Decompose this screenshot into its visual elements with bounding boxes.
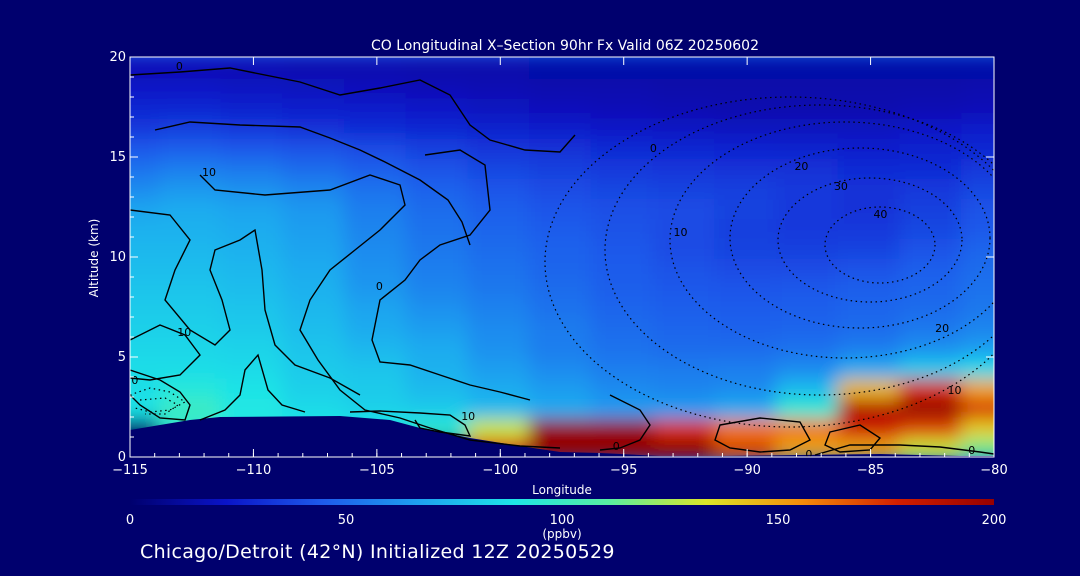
x-tick-label: −105 [359,463,395,478]
contour-label: 0 [376,280,383,293]
heatmap-cell [652,435,719,457]
contour-label: 20 [935,322,949,335]
contour-label: 0 [176,60,183,73]
y-axis-label: Altitude (km) [87,219,101,298]
x-tick-label: −115 [112,463,148,478]
y-tick-label: 0 [118,450,126,465]
contour-label: 10 [673,226,687,239]
contour-label: 40 [873,208,887,221]
x-tick-label: −100 [482,463,518,478]
colorbar-ticks: 0 50 100 150 200 [126,513,1007,528]
x-tick-label: −110 [236,463,272,478]
y-tick-label: 15 [109,150,126,165]
colorbar [130,499,994,505]
y-tick-label: 10 [109,250,126,265]
contour-label: 0 [131,374,138,387]
contour-label: 0 [968,444,975,457]
contour-label: 20 [794,160,808,173]
colorbar-tick-label: 50 [338,513,355,528]
x-tick-label: −85 [857,463,884,478]
heatmap-cell [405,57,472,79]
heatmap-cell [344,57,410,79]
contour-label: 10 [948,384,962,397]
heatmap-cell [961,57,994,79]
heatmap-cell [282,57,348,79]
x-axis-label: Longitude [532,483,592,497]
contour-label: 10 [202,166,216,179]
contour-label: 0 [650,142,657,155]
terrain-mask [130,416,994,457]
heatmap-cell [158,57,225,79]
heatmap-cell [961,435,994,457]
negative-contour-lines [130,96,994,428]
y-tick-label: 20 [109,50,126,65]
heatmap-cell [220,57,287,79]
contour-label: 10 [177,326,191,339]
chart-title: CO Longitudinal X–Section 90hr Fx Valid … [371,38,759,54]
contour-labels: 0 10 0 10 0 10 0 0 10 20 30 40 20 10 0 0 [131,60,975,461]
x-axis: −115 −110 −105 −100 −95 −90 −85 −80 [112,57,1008,478]
heatmap-cell [652,57,719,79]
heatmap-cell [714,57,780,79]
x-tick-label: −80 [980,463,1007,478]
colorbar-tick-label: 200 [982,513,1007,528]
colorbar-unit-label: (ppbv) [542,527,581,541]
heatmap-cell [899,57,966,79]
heatmap-cell [467,57,534,79]
footer-caption: Chicago/Detroit (42°N) Initialized 12Z 2… [140,541,615,563]
x-tick-label: −95 [610,463,637,478]
plot-area: 0 10 0 10 0 10 0 0 10 20 30 40 20 10 0 0 [130,57,994,461]
contour-label: 0 [805,448,812,461]
y-tick-label: 5 [118,350,126,365]
colorbar-tick-label: 150 [766,513,791,528]
colorbar-tick-label: 100 [550,513,575,528]
heatmap-cell [776,57,842,79]
contour-lines [130,67,994,456]
heatmap-cell [529,57,595,79]
heatmap-cell [590,57,657,79]
contour-label: 0 [613,440,620,453]
heatmap-cell [837,57,904,79]
x-tick-label: −90 [733,463,760,478]
colorbar-tick-label: 0 [126,513,134,528]
contour-label: 10 [461,410,475,423]
contour-label: 30 [834,180,848,193]
